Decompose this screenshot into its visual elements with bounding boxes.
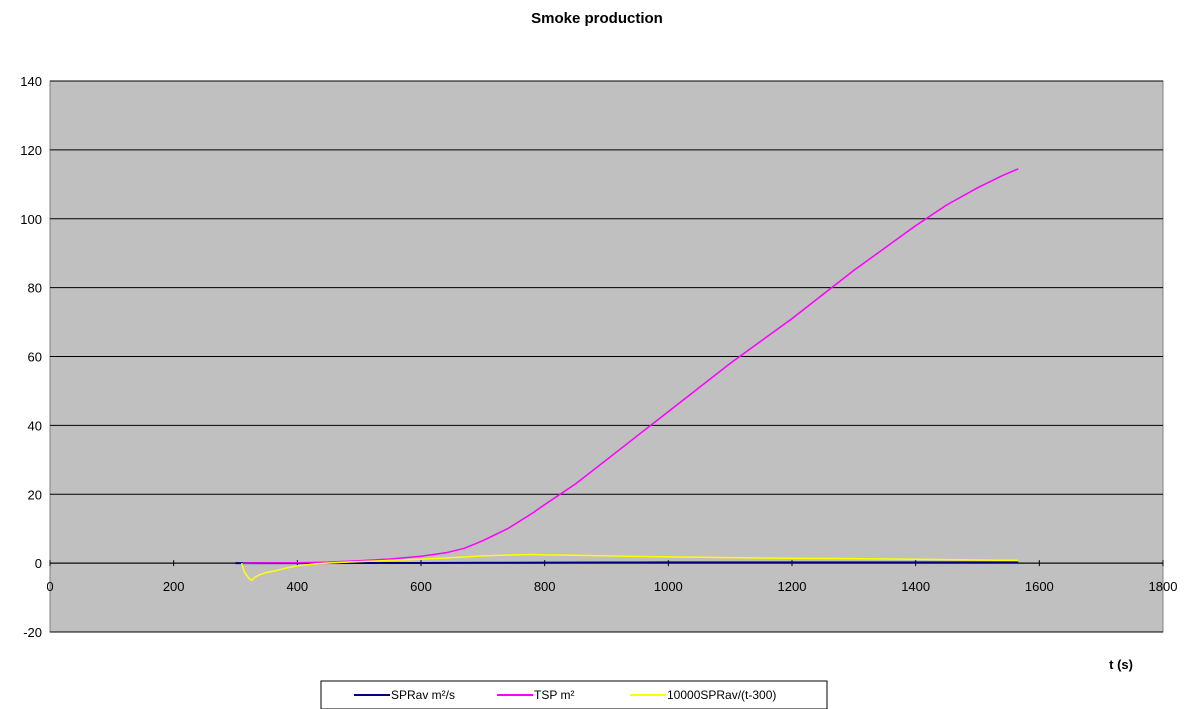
x-tick-label: 800 (534, 579, 556, 594)
x-tick-label: 1000 (654, 579, 683, 594)
y-tick-label: 20 (28, 487, 42, 502)
x-tick-label: 1800 (1149, 579, 1178, 594)
x-axis-label: t (s) (1109, 657, 1133, 672)
y-tick-label: 60 (28, 350, 42, 365)
legend: SPRav m²/s TSP m² 10000SPRav/(t-300) (320, 680, 828, 709)
y-tick-labels: -20 0 20 40 60 80 100 120 140 (20, 74, 42, 640)
y-tick-label: 80 (28, 281, 42, 296)
y-tick-label: 140 (20, 74, 42, 89)
y-tick-label: 120 (20, 143, 42, 158)
x-tick-label: 400 (286, 579, 308, 594)
x-tick-label: 1600 (1025, 579, 1054, 594)
x-tick-label: 600 (410, 579, 432, 594)
x-tick-label: 0 (46, 579, 53, 594)
y-tick-label: -20 (23, 625, 42, 640)
legend-label: 10000SPRav/(t-300) (667, 688, 776, 702)
x-tick-labels: 0 200 400 600 800 1000 1200 1400 1600 1800 (46, 579, 1177, 594)
legend-label: SPRav m²/s (391, 688, 455, 702)
series-line-2 (242, 168, 1019, 564)
legend-box (320, 680, 828, 709)
x-tick-label: 1200 (778, 579, 807, 594)
x-tick-label: 200 (163, 579, 185, 594)
y-tick-label: 100 (20, 212, 42, 227)
series-layer (235, 168, 1019, 582)
chart-title: Smoke production (531, 10, 663, 27)
x-tick-label: 1400 (901, 579, 930, 594)
legend-label: TSP m² (534, 688, 574, 702)
series-line-1 (235, 561, 1019, 565)
series-line-3 (240, 553, 1019, 582)
y-tick-label: 40 (28, 418, 42, 433)
y-tick-label: 0 (35, 556, 42, 571)
